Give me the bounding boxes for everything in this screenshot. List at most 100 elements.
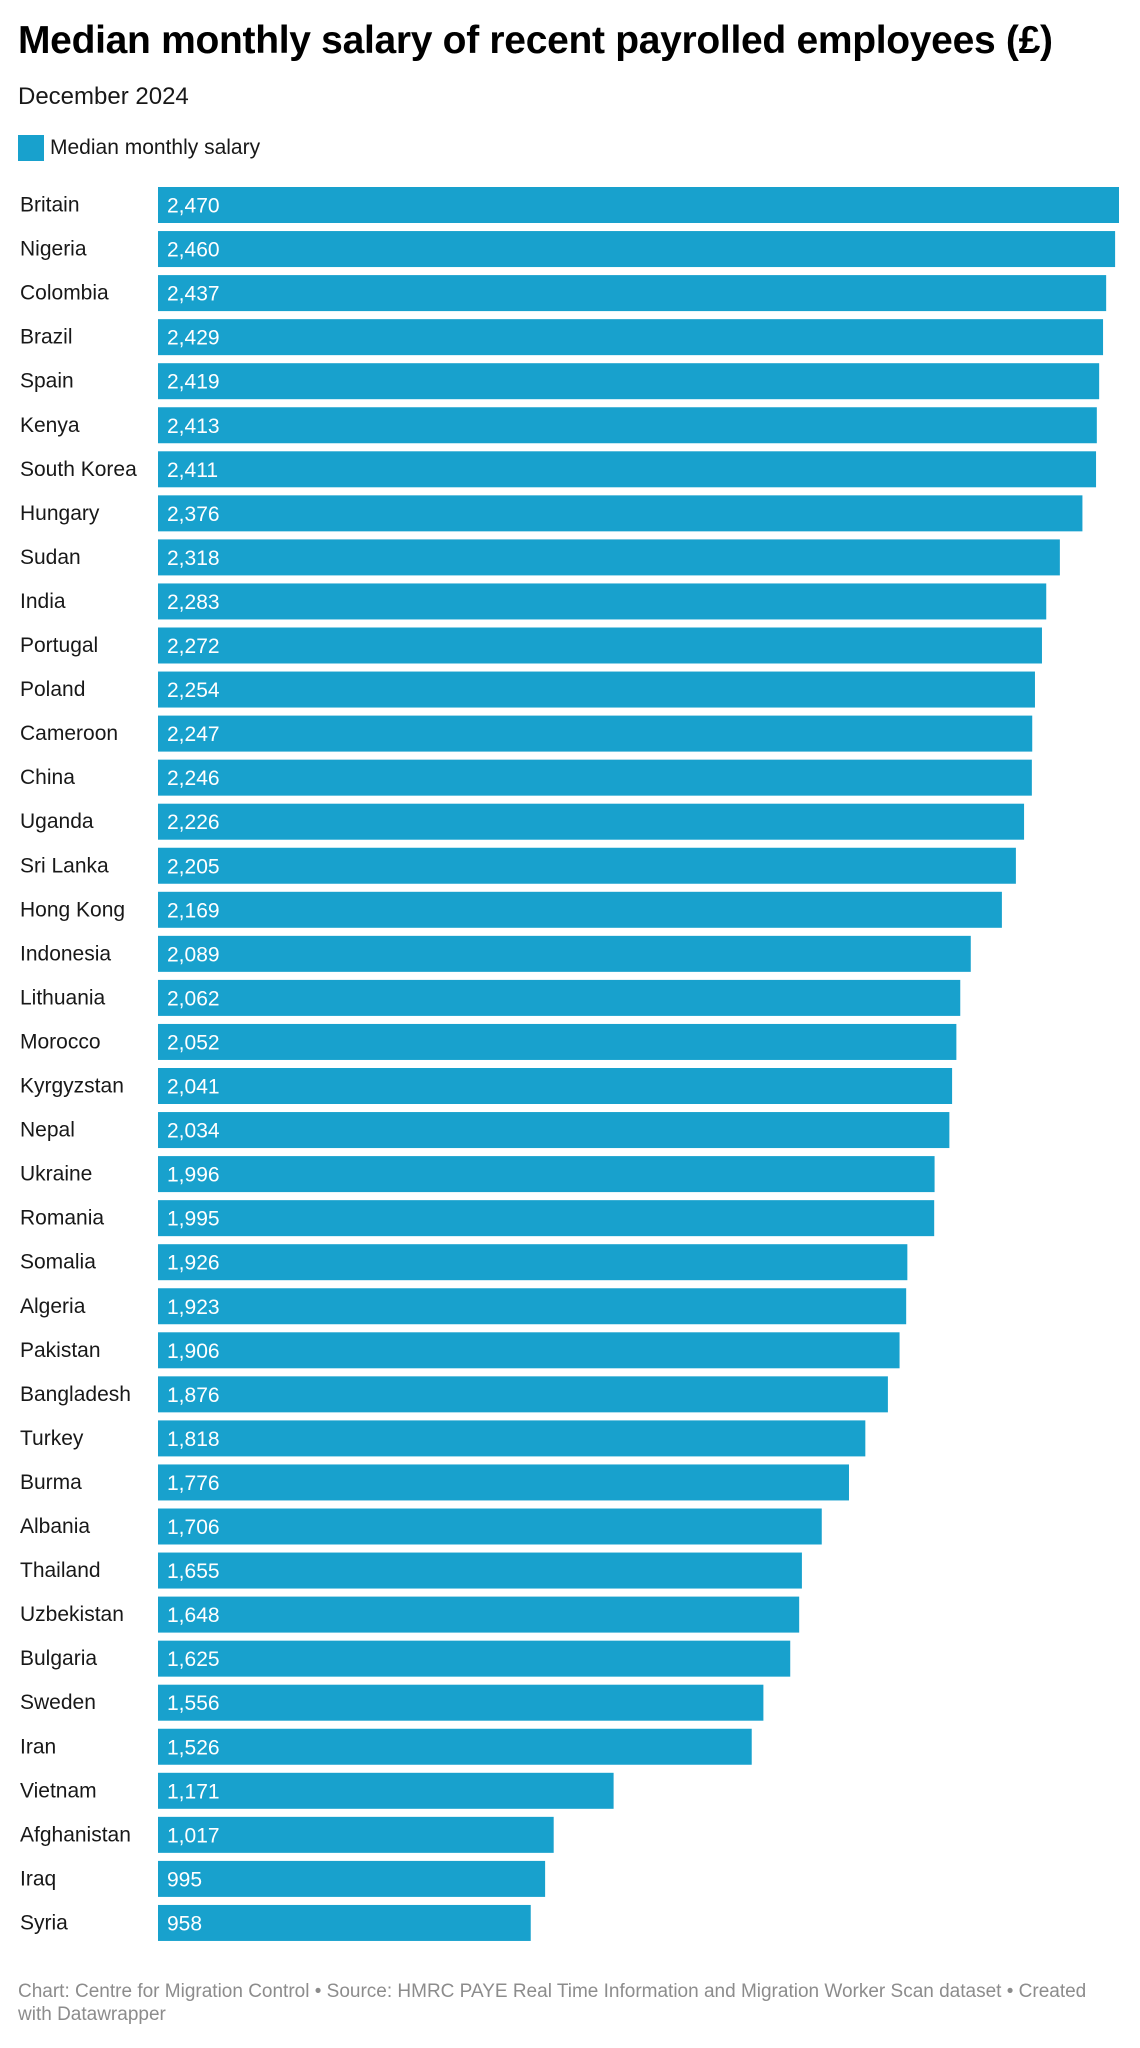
category-label: Uganda	[20, 810, 94, 833]
bar	[158, 1684, 764, 1721]
value-label: 2,429	[167, 327, 220, 350]
category-label: Colombia	[20, 282, 109, 305]
value-label: 2,041	[167, 1076, 220, 1099]
value-label: 1,923	[167, 1296, 220, 1319]
category-label: South Korea	[20, 458, 137, 481]
value-label: 2,283	[167, 591, 220, 614]
value-label: 1,655	[167, 1560, 220, 1583]
value-label: 2,376	[167, 503, 220, 526]
value-label: 995	[167, 1868, 202, 1891]
value-label: 1,171	[167, 1780, 220, 1803]
category-label: Somalia	[20, 1251, 96, 1274]
bar	[158, 1816, 554, 1853]
chart-subtitle: December 2024	[18, 83, 189, 110]
value-label: 2,169	[167, 899, 220, 922]
bar	[158, 1023, 957, 1060]
value-label: 1,906	[167, 1340, 220, 1363]
bar	[158, 1772, 614, 1809]
value-label: 2,437	[167, 283, 220, 306]
chart-title: Median monthly salary of recent payrolle…	[18, 19, 1053, 62]
value-label: 2,052	[167, 1031, 220, 1054]
bar	[158, 1420, 866, 1457]
bar	[158, 1244, 908, 1281]
bar	[158, 495, 1083, 532]
bar	[158, 1288, 907, 1325]
value-label: 2,460	[167, 239, 220, 262]
legend-label: Median monthly salary	[50, 136, 261, 159]
value-label: 2,254	[167, 679, 220, 702]
bar	[158, 1332, 900, 1369]
bar	[158, 1860, 546, 1897]
value-label: 2,419	[167, 371, 220, 394]
value-label: 2,411	[167, 459, 218, 482]
category-label: Spain	[20, 370, 74, 393]
category-label: Pakistan	[20, 1339, 101, 1362]
chart-footer: Chart: Centre for Migration Control • So…	[18, 1981, 1087, 2025]
bar	[158, 759, 1032, 796]
category-label: China	[20, 766, 75, 789]
value-label: 2,318	[167, 547, 220, 570]
bar	[158, 1376, 888, 1413]
value-label: 1,995	[167, 1208, 220, 1231]
value-label: 2,089	[167, 943, 220, 966]
bar	[158, 583, 1047, 620]
bar	[158, 363, 1100, 400]
category-label: Brazil	[20, 326, 73, 349]
category-label: Morocco	[20, 1030, 101, 1053]
bar	[158, 1728, 752, 1765]
legend: Median monthly salary	[18, 135, 260, 161]
category-label: Kenya	[20, 414, 80, 437]
bar	[158, 979, 961, 1016]
category-label: Thailand	[20, 1559, 101, 1582]
category-label: Iran	[20, 1735, 56, 1758]
bar	[158, 1200, 935, 1237]
category-label: Indonesia	[20, 942, 111, 965]
value-label: 1,926	[167, 1252, 220, 1275]
category-label: Ukraine	[20, 1163, 92, 1186]
category-label: Vietnam	[20, 1779, 97, 1802]
category-label: Sweden	[20, 1691, 96, 1714]
bar	[158, 407, 1097, 444]
bar	[158, 319, 1104, 356]
category-label: Iraq	[20, 1867, 56, 1890]
category-label: Hong Kong	[20, 898, 125, 921]
bar	[158, 1508, 822, 1545]
category-label: Cameroon	[20, 722, 118, 745]
category-label: Hungary	[20, 502, 100, 525]
bar	[158, 1552, 802, 1589]
category-label: Sudan	[20, 546, 81, 569]
category-label: Bangladesh	[20, 1383, 131, 1406]
value-label: 2,470	[167, 195, 220, 218]
bar	[158, 187, 1119, 223]
value-label: 2,034	[167, 1120, 220, 1143]
value-label: 2,247	[167, 723, 220, 746]
category-label: Portugal	[20, 634, 98, 657]
category-label: Turkey	[20, 1427, 84, 1450]
value-label: 1,776	[167, 1472, 220, 1495]
value-label: 2,205	[167, 855, 220, 878]
bar	[158, 1640, 791, 1677]
category-label: Algeria	[20, 1295, 86, 1318]
value-label: 1,996	[167, 1164, 220, 1187]
value-label: 1,556	[167, 1692, 220, 1715]
category-label: Nigeria	[20, 238, 87, 261]
bar	[158, 627, 1042, 664]
category-label: Kyrgyzstan	[20, 1075, 124, 1098]
category-label: Burma	[20, 1471, 82, 1494]
category-label: Syria	[20, 1911, 68, 1934]
value-label: 1,818	[167, 1428, 220, 1451]
category-label: Sri Lanka	[20, 854, 109, 877]
bar	[158, 275, 1107, 312]
category-label: Afghanistan	[20, 1823, 131, 1846]
bar	[158, 1904, 531, 1941]
value-label: 2,226	[167, 811, 220, 834]
bar	[158, 1068, 953, 1104]
legend-swatch	[18, 135, 44, 161]
bar	[158, 231, 1116, 268]
bar	[158, 1596, 800, 1633]
value-label: 1,648	[167, 1604, 220, 1627]
category-label: Britain	[20, 194, 80, 217]
value-label: 1,706	[167, 1516, 220, 1539]
category-label: Poland	[20, 678, 85, 701]
category-label: India	[20, 590, 66, 613]
